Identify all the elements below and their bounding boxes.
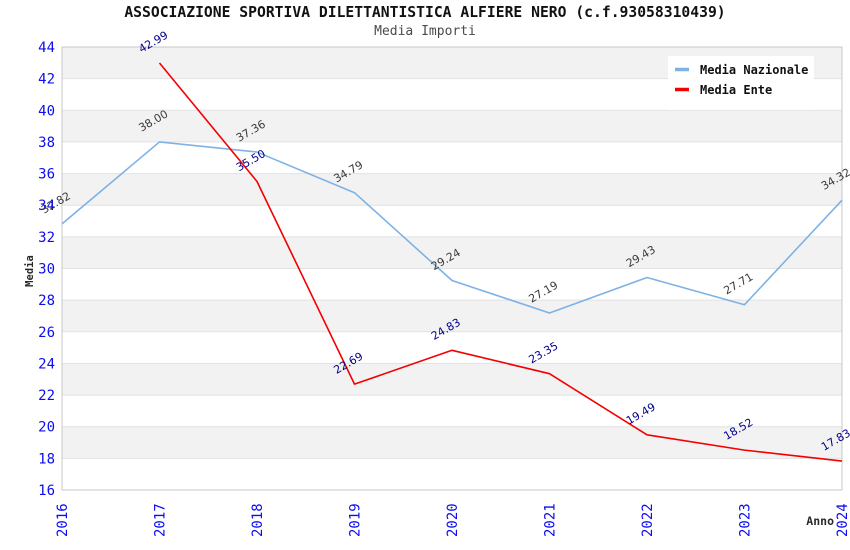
plot-band (62, 110, 842, 142)
x-tick-label: 2020 (445, 503, 461, 537)
chart-subtitle: Media Importi (374, 24, 476, 39)
y-tick-label: 16 (38, 483, 55, 499)
plot-border (61, 46, 843, 491)
y-tick-label: 22 (38, 388, 55, 404)
y-tick-label: 32 (38, 230, 55, 246)
series-line-nazionale (61, 141, 843, 314)
x-tick-label: 2019 (348, 503, 364, 537)
y-tick-label: 38 (38, 135, 55, 151)
plot-band (62, 141, 842, 174)
plot-band (62, 236, 842, 269)
y-tick-label: 34 (38, 198, 55, 214)
x-tick-label: 2016 (55, 503, 71, 537)
plot-band (62, 300, 842, 332)
plot-band (62, 205, 842, 237)
x-tick-label: 2022 (640, 503, 656, 537)
plot-band (62, 395, 842, 427)
x-tick-label: 2018 (250, 503, 266, 537)
y-tick-label: 30 (38, 262, 55, 278)
plot-band (62, 331, 842, 364)
plot-band (62, 426, 842, 459)
plot-band (62, 173, 842, 206)
legend-box (668, 56, 814, 110)
y-tick-label: 24 (38, 356, 55, 372)
y-tick-label: 40 (38, 103, 55, 119)
y-tick-label: 42 (38, 72, 55, 88)
y-tick-label: 20 (38, 420, 55, 436)
x-tick-label: 2023 (738, 503, 754, 537)
y-axis-title: Media (24, 255, 36, 287)
x-tick-label: 2024 (835, 503, 850, 537)
y-tick-label: 44 (38, 40, 55, 56)
y-tick-label: 26 (38, 325, 55, 341)
x-axis-title: Anno (806, 514, 834, 528)
plot-band (62, 363, 842, 396)
x-tick-label: 2021 (543, 503, 559, 537)
y-tick-label: 36 (38, 167, 55, 183)
y-tick-label: 28 (38, 293, 55, 309)
legend-label: Media Ente (700, 83, 772, 97)
y-tick-label: 18 (38, 451, 55, 467)
series-line-ente (158, 62, 843, 462)
x-tick-label: 2017 (153, 503, 169, 537)
chart-title: ASSOCIAZIONE SPORTIVA DILETTANTISTICA AL… (124, 4, 726, 21)
plot-band (62, 458, 842, 490)
legend-label: Media Nazionale (700, 63, 808, 77)
